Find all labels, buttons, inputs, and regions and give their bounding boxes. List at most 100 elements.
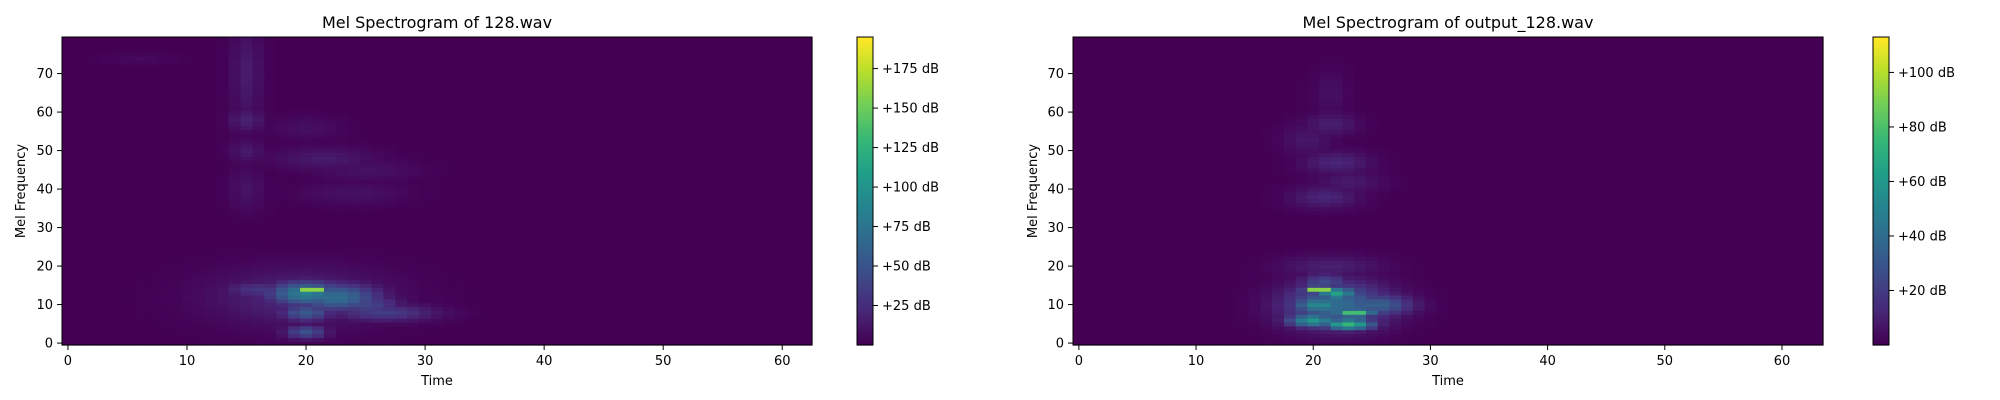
heatmap-cell (407, 87, 420, 92)
heatmap-cell (478, 210, 492, 215)
heatmap-cell (109, 79, 123, 84)
heatmap-cell (633, 75, 646, 80)
heatmap-cell (121, 229, 135, 234)
heatmap-cell (454, 241, 468, 246)
heatmap-cell (788, 90, 801, 96)
heatmap-cell (514, 191, 527, 196)
heatmap-cell (788, 48, 801, 53)
heatmap-cell (145, 225, 158, 231)
heatmap-cell (562, 60, 575, 65)
heatmap-cell (181, 306, 194, 311)
heatmap-cell (347, 325, 361, 331)
heatmap-cell (776, 133, 789, 138)
heatmap-cell (109, 260, 123, 265)
heatmap-cell (597, 217, 611, 223)
heatmap-cell (442, 75, 456, 80)
heatmap-cell (395, 268, 408, 273)
heatmap-cell (692, 287, 706, 292)
heatmap-cell (157, 337, 170, 342)
heatmap-cell (442, 37, 456, 42)
heatmap-cell (431, 321, 444, 327)
heatmap-cell (466, 167, 480, 173)
heatmap-cell (73, 164, 87, 169)
heatmap-cell (431, 171, 444, 177)
heatmap-cell (526, 237, 539, 242)
heatmap-cell (692, 233, 706, 238)
heatmap-cell (562, 341, 575, 346)
heatmap-cell (288, 260, 301, 265)
heatmap-cell (121, 321, 135, 327)
heatmap-cell (585, 94, 599, 100)
heatmap-cell (371, 94, 385, 100)
heatmap-cell (240, 244, 254, 250)
heatmap-cell (502, 48, 515, 53)
heatmap-cell (681, 60, 694, 65)
heatmap-cell (62, 106, 75, 111)
heatmap-cell (442, 56, 456, 61)
heatmap-cell (597, 140, 611, 146)
heatmap-cell (431, 221, 444, 227)
heatmap-cell (264, 106, 277, 111)
heatmap-cell (157, 175, 170, 181)
heatmap-cell (97, 310, 111, 315)
heatmap-cell (562, 90, 575, 96)
heatmap-cell (323, 248, 337, 254)
heatmap-cell (371, 117, 385, 123)
heatmap-cell (657, 337, 670, 342)
heatmap-cell (788, 337, 801, 342)
heatmap-cell (371, 37, 385, 42)
heatmap-cell (478, 179, 492, 184)
heatmap-cell (97, 252, 111, 258)
heatmap-cell (585, 79, 599, 84)
heatmap-cell (371, 106, 385, 111)
heatmap-cell (431, 56, 444, 61)
heatmap-cell (431, 214, 444, 219)
heatmap-cell (300, 175, 313, 181)
heatmap-cell (585, 268, 599, 273)
heatmap-cell (323, 302, 337, 308)
heatmap-cell (526, 221, 539, 227)
heatmap-cell (300, 121, 313, 127)
heatmap-cell (121, 287, 135, 292)
heatmap-cell (85, 210, 99, 215)
heatmap-cell (419, 90, 432, 96)
heatmap-cell (192, 279, 206, 284)
heatmap-cell (157, 114, 170, 119)
heatmap-cell (716, 194, 730, 200)
heatmap-cell (169, 217, 182, 223)
heatmap-cell (73, 329, 87, 335)
heatmap-cell (347, 341, 361, 346)
heatmap-cell (252, 164, 265, 169)
heatmap-cell (502, 56, 515, 61)
heatmap-cell (157, 83, 170, 88)
heatmap-cell (145, 252, 158, 258)
heatmap-cell (538, 271, 551, 277)
heatmap-cell (228, 48, 242, 53)
heatmap-cell (681, 217, 694, 223)
heatmap-cell (788, 71, 801, 77)
heatmap-cell (669, 175, 682, 181)
heatmap-cell (181, 283, 194, 288)
heatmap-cell (216, 52, 230, 57)
heatmap-cell (323, 144, 337, 150)
heatmap-cell (288, 171, 301, 177)
heatmap-cell (204, 325, 218, 331)
heatmap-cell (419, 114, 432, 119)
heatmap-cell (121, 152, 135, 157)
heatmap-cell (419, 110, 432, 115)
heatmap-cell (764, 152, 777, 157)
heatmap-cell (657, 294, 670, 300)
heatmap-cell (585, 137, 599, 142)
heatmap-cell (669, 90, 682, 96)
heatmap-cell (228, 60, 242, 65)
heatmap-cell (145, 291, 158, 296)
heatmap-cell (740, 329, 754, 335)
heatmap-cell (788, 60, 801, 65)
heatmap-cell (431, 79, 444, 84)
heatmap-cell (288, 79, 301, 84)
heatmap-cell (204, 87, 218, 92)
heatmap-cell (514, 152, 527, 157)
heatmap-cell (62, 148, 75, 154)
heatmap-cell (752, 63, 765, 69)
heatmap-cell (407, 275, 420, 281)
